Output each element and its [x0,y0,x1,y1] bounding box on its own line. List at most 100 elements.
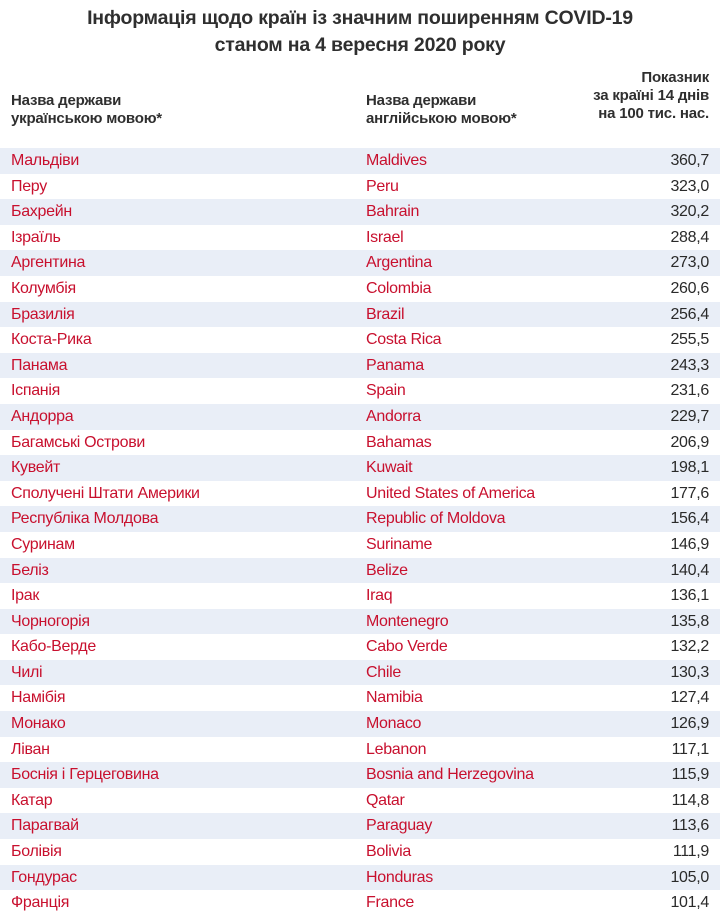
table-row: Коста-Рика Costa Rica 255,5 [0,327,720,353]
table-row: Франція France 101,4 [0,890,720,916]
table-row: Бахрейн Bahrain 320,2 [0,199,720,225]
country-name-en: Bahrain [366,203,420,221]
country-name-en: Israel [366,228,404,246]
table-row: Сполучені Штати Америки United States of … [0,480,720,507]
country-name-ua: Бахрейн [11,203,72,221]
country-name-en: Bolivia [366,843,412,861]
indicator-value: 105,0 [670,868,709,886]
table-row: Беліз Belize 140,4 [0,557,720,584]
indicator-value: 126,9 [670,715,709,733]
page-title: Інформація щодо країн із значним поширен… [0,0,720,59]
table-row: Республіка Молдова Republic of Moldova 156… [0,506,720,532]
country-name-ua: Іспанія [11,382,60,400]
table-row: Аргентина Argentina 273,0 [0,250,720,276]
country-name-en: Lebanon [366,740,427,758]
country-name-ua: Андорра [11,407,74,425]
country-name-en: Colombia [366,279,432,297]
country-name-ua: Коста-Рика [11,331,92,349]
country-name-ua: Панама [11,356,68,374]
table-row: Іспанія Spain 231,6 [0,378,720,404]
country-name-en: Montenegro [366,612,449,630]
country-name-en: Paraguay [366,817,433,835]
table-row: Чорногорія Montenegro 135,8 [0,608,720,635]
country-name-en: Spain [366,382,406,400]
country-name-en: Costa Rica [366,331,442,349]
country-name-ua: Ліван [11,740,50,758]
country-name-en: France [366,894,414,912]
country-name-en: Honduras [366,868,433,886]
indicator-value: 288,4 [670,228,709,246]
country-name-en: Iraq [366,587,393,605]
indicator-value: 136,1 [670,587,709,605]
indicator-value: 156,4 [670,510,709,528]
indicator-value: 135,8 [670,612,709,630]
country-name-en: Maldives [366,152,427,169]
country-name-en: Andorra [366,407,421,425]
table-row: Кабо-Верде Cabo Verde 132,2 [0,634,720,660]
country-name-en: Argentina [366,254,432,272]
country-name-en: Kuwait [366,459,413,477]
indicator-value: 273,0 [670,254,709,272]
table-body: Мальдіви Maldives 360,7 Перу Peru 323,0 Бахрей… [0,148,720,916]
table-row: Намібія Namibia 127,4 [0,685,720,712]
table-row: Ірак Iraq 136,1 [0,583,720,609]
country-name-ua: Сполучені Штати Америки [11,484,200,502]
table-row: Гондурас Honduras 105,0 [0,864,720,891]
country-name-ua: Ірак [11,587,40,605]
title-line-2: станом на 4 вересня 2020 року [214,34,506,56]
country-name-ua: Багамські Острови [11,433,146,451]
header-indicator-line-3: на 100 тис. нас. [598,105,709,122]
indicator-value: 101,4 [670,894,709,912]
indicator-value: 231,6 [670,382,709,400]
indicator-value: 177,6 [670,484,709,502]
table-row: Монако Monaco 126,9 [0,711,720,737]
country-name-en: Belize [366,561,408,579]
country-name-ua: Монако [11,715,66,733]
table-row: Кувейт Kuwait 198,1 [0,455,720,481]
country-name-ua: Беліз [11,561,49,579]
country-name-ua: Намібія [11,689,66,707]
table-header: Назва держави українською мовою* Назва д… [0,66,720,134]
indicator-value: 140,4 [670,561,709,579]
indicator-value: 323,0 [670,177,709,195]
table-row: Ліван Lebanon 117,1 [0,736,720,763]
country-name-en: Brazil [366,305,405,323]
country-name-ua: Ізраїль [11,228,61,246]
country-name-en: United States of America [366,484,535,502]
country-name-ua: Аргентина [11,254,86,272]
indicator-value: 114,8 [671,791,710,809]
header-indicator-line-2: за країні 14 днів [593,87,709,104]
indicator-value: 198,1 [670,459,709,477]
header-country-en-line-2: англійською мовою* [366,110,517,127]
table-row: Ізраїль Israel 288,4 [0,224,720,251]
indicator-value: 320,2 [670,203,709,221]
country-name-en: Peru [366,177,399,195]
indicator-value: 206,9 [670,433,709,451]
country-name-ua: Перу [11,177,47,195]
indicator-value: 255,5 [670,331,709,349]
indicator-value: 360,7 [670,152,709,169]
country-name-en: Qatar [366,791,405,809]
table-row: Болівія Bolivia 111,9 [0,839,720,865]
indicator-value: 243,3 [670,356,709,374]
country-name-en: Panama [366,356,424,374]
country-name-en: Monaco [366,715,422,733]
country-name-en: Bahamas [366,433,432,451]
header-country-en-line-1: Назва держави [366,92,477,109]
country-name-ua: Чилі [11,663,43,681]
header-indicator-line-1: Показник [641,69,709,86]
country-name-ua: Гондурас [11,868,77,886]
table-row: Катар Qatar 114,8 [0,787,720,814]
header-country-ua: Назва держави українською мовою* [11,92,162,128]
indicator-value: 132,2 [670,638,709,656]
indicator-value: 146,9 [670,535,709,553]
country-name-en: Namibia [366,689,423,707]
indicator-value: 229,7 [670,407,709,425]
country-name-en: Republic of Moldova [366,510,506,528]
country-name-ua: Чорногорія [11,612,90,630]
indicator-value: 117,1 [671,740,710,758]
indicator-value: 130,3 [670,663,709,681]
header-country-en: Назва держави англійською мовою* [366,92,517,128]
indicator-value: 115,9 [671,766,710,784]
